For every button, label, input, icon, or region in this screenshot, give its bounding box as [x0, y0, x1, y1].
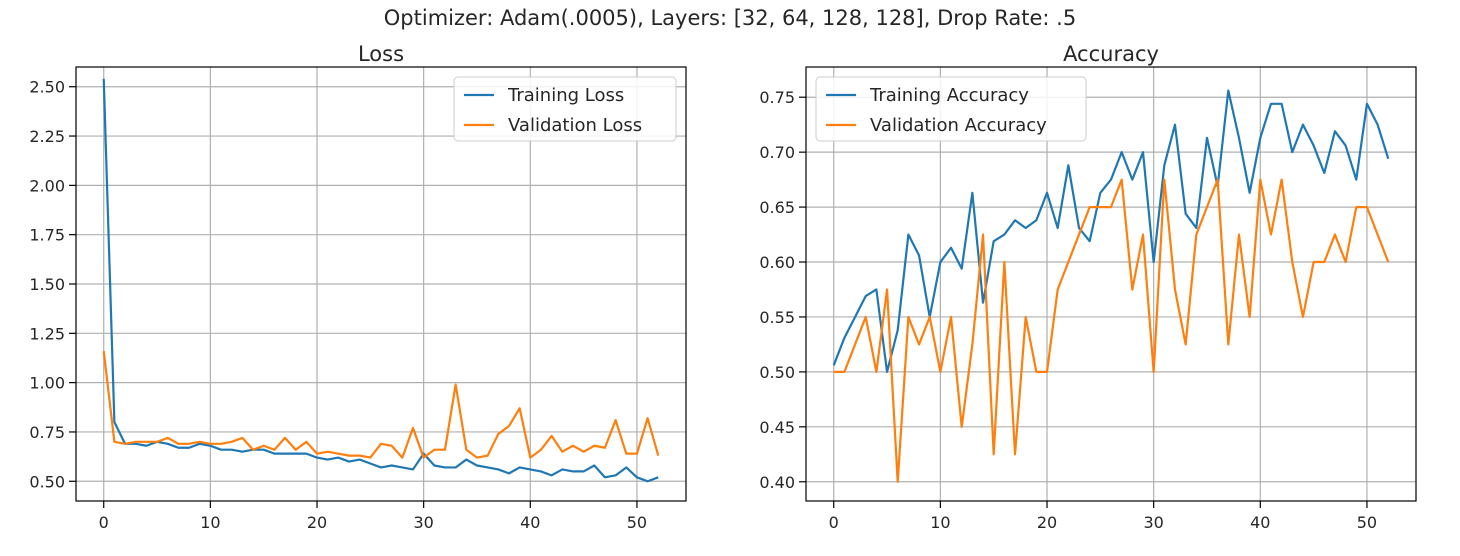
accuracy-y-tick-label: 0.40: [759, 473, 795, 492]
loss-y-tick-label: 2.50: [29, 78, 65, 97]
loss-y-tick-label: 1.75: [29, 226, 65, 245]
accuracy-x-tick-label: 40: [1250, 513, 1270, 532]
accuracy-x-tick-label: 30: [1143, 513, 1163, 532]
accuracy-chart-title: Accuracy: [1063, 42, 1159, 66]
loss-axes-frame: [75, 66, 687, 502]
accuracy-y-tick-label: 0.75: [759, 88, 795, 107]
accuracy-x-tick-label: 20: [1037, 513, 1057, 532]
loss-y-tick-label: 1.50: [29, 275, 65, 294]
loss-y-tick-label: 0.50: [29, 472, 65, 491]
accuracy-x-tick-label: 10: [930, 513, 950, 532]
validation-loss-line: [102, 350, 660, 459]
validation-loss-legend-label: Validation Loss: [508, 115, 642, 136]
validation-accuracy-line: [833, 178, 1390, 483]
accuracy-y-tick-label: 0.60: [759, 253, 795, 272]
training-loss-line: [102, 78, 659, 483]
accuracy-x-tick-label: 0: [829, 513, 839, 532]
loss-y-tick-label: 2.25: [29, 127, 65, 146]
accuracy-y-tick-label: 0.70: [759, 143, 795, 162]
loss-x-tick-label: 50: [627, 513, 647, 532]
loss-x-tick-label: 10: [200, 513, 220, 532]
loss-x-tick-label: 40: [520, 513, 540, 532]
loss-chart-panel: Loss 0 10 20 30 40 50 0.50 0.75 1.00 1.25 1.50 1.75 2…: [29, 42, 687, 532]
accuracy-legend: Training Accuracy Validation Accuracy: [815, 76, 1087, 142]
training-accuracy-legend-label: Training Accuracy: [869, 85, 1029, 106]
loss-x-tick-label: 30: [413, 513, 433, 532]
accuracy-y-tick-label: 0.65: [759, 198, 795, 217]
training-accuracy-line: [832, 89, 1390, 373]
accuracy-y-tick-label: 0.45: [759, 418, 795, 437]
loss-y-tick-label: 2.00: [29, 176, 65, 195]
accuracy-y-tick-label: 0.50: [759, 363, 795, 382]
accuracy-chart-panel: Accuracy 0 10 20 30 40 50 0.40 0.45 0.50 0.55 0.60 0…: [759, 42, 1417, 532]
training-loss-legend-label: Training Loss: [507, 85, 624, 106]
accuracy-y-tick-label: 0.55: [759, 308, 795, 327]
loss-y-tick-label: 1.00: [29, 374, 65, 393]
figure-suptitle: Optimizer: Adam(.0005), Layers: [32, 64,…: [383, 6, 1077, 30]
loss-y-tick-label: 1.25: [29, 324, 65, 343]
loss-x-tick-label: 0: [99, 513, 109, 532]
loss-y-tick-label: 0.75: [29, 423, 65, 442]
loss-chart-title: Loss: [358, 42, 404, 66]
loss-x-tick-label: 20: [307, 513, 327, 532]
accuracy-x-tick-label: 50: [1357, 513, 1377, 532]
accuracy-axes-frame: [805, 66, 1417, 502]
accuracy-legend-box: [815, 76, 1087, 142]
loss-legend: Training Loss Validation Loss: [453, 76, 677, 142]
loss-legend-box: [453, 76, 677, 142]
validation-accuracy-legend-label: Validation Accuracy: [870, 115, 1047, 136]
